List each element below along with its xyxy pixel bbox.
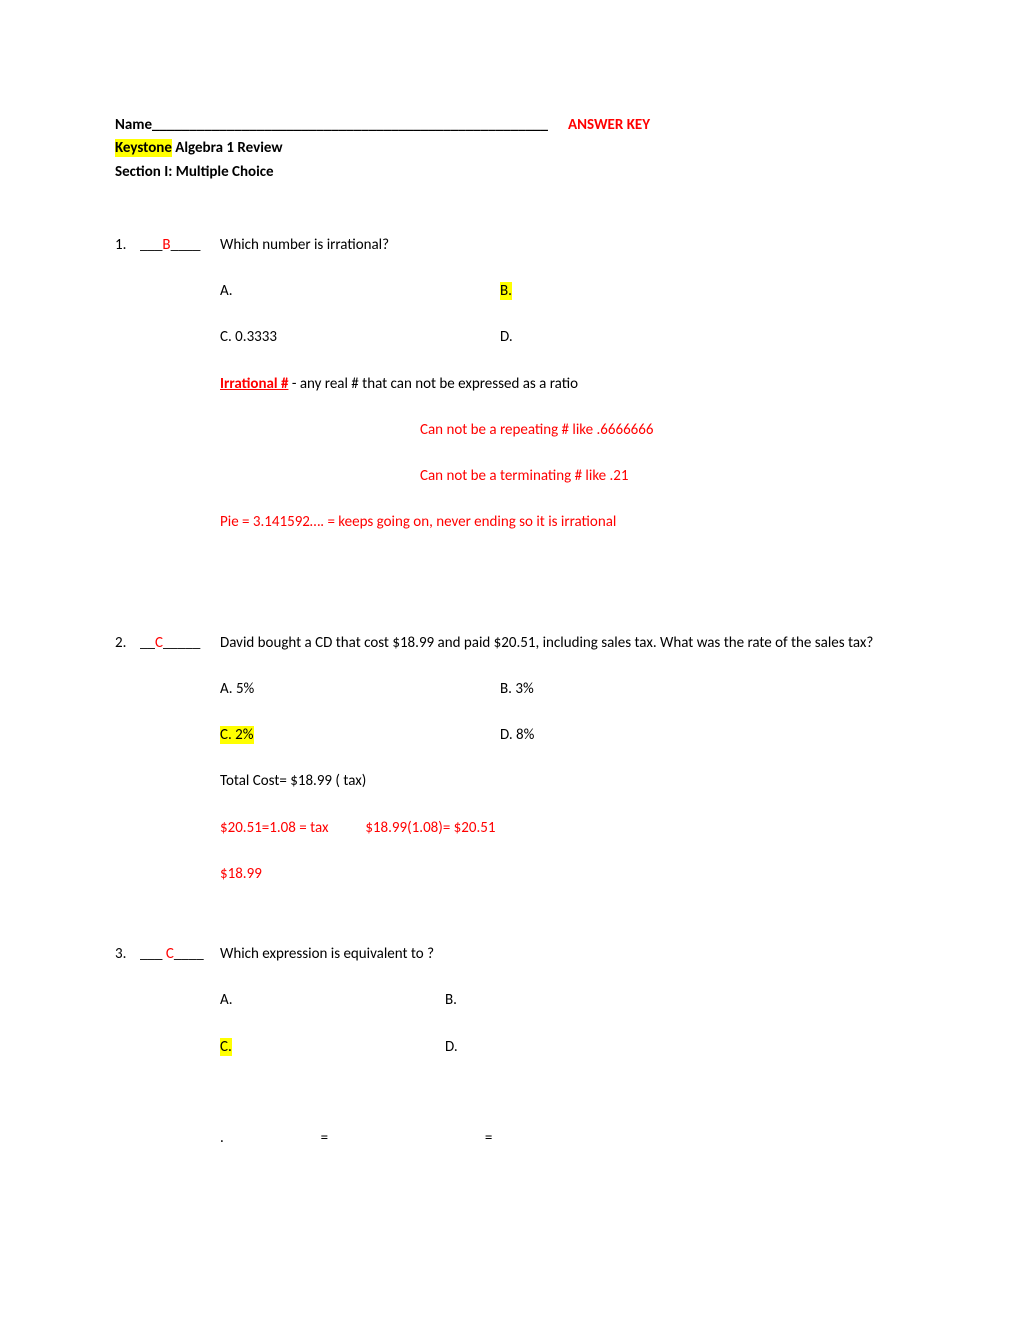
q1-body: Which number is irrational? A. B. C. 0.3… (220, 235, 910, 533)
q3-options-ab: A. B. (220, 990, 910, 1010)
q3-option-c: C. (220, 1037, 445, 1057)
spacer (548, 115, 568, 135)
q2-work3: $18.99 (220, 864, 910, 884)
q3-blank-pre: ___ (140, 945, 166, 963)
q3-option-b: B. (445, 990, 910, 1010)
q2-option-b: B. 3% (500, 679, 910, 699)
q1-num-text: 1. (115, 236, 126, 254)
q3-body: Which expression is equivalent to ? A. B… (220, 944, 910, 1148)
name-label: Name (115, 115, 152, 135)
q2-blank-post: _____ (163, 634, 200, 652)
q2-number: 2. __C_____ (115, 633, 220, 885)
q3-eq-dot: . (220, 1129, 224, 1147)
q1-note2: Can not be a terminating # like .21 (220, 466, 910, 486)
q1-option-c: C. 0.3333 (220, 327, 500, 347)
q3-number: 3. ___ C____ (115, 944, 220, 1148)
name-line: Name ___________________________________… (115, 115, 910, 135)
name-blank: ________________________________________… (152, 115, 548, 135)
q1-text: Which number is irrational? (220, 235, 910, 255)
course-line: Keystone Algebra 1 Review (115, 138, 910, 158)
q2-body: David bought a CD that cost $18.99 and p… (220, 633, 910, 885)
q3-option-d: D. (445, 1037, 910, 1057)
q1-irr-rest: - any real # that can not be expressed a… (288, 375, 578, 393)
q2-options-ab: A. 5% B. 3% (220, 679, 910, 699)
q2-text: David bought a CD that cost $18.99 and p… (220, 633, 910, 653)
answer-key-label: ANSWER KEY (568, 115, 650, 135)
q1-options-ab: A. B. (220, 281, 910, 301)
q2-option-d: D. 8% (500, 725, 910, 745)
question-3: 3. ___ C____ Which expression is equival… (115, 944, 910, 1148)
q1-option-a: A. (220, 281, 500, 301)
q2-answer: C (155, 634, 163, 652)
course-highlight: Keystone (115, 139, 172, 157)
q1-irrational-def: Irrational # - any real # that can not b… (220, 374, 910, 394)
q1-option-d: D. (500, 327, 910, 347)
q3-text: Which expression is equivalent to ? (220, 944, 910, 964)
q3-equation: . = = (220, 1128, 910, 1148)
q3-option-a: A. (220, 990, 445, 1010)
q3-blank-post: ____ (174, 945, 204, 963)
section-line: Section I: Multiple Choice (115, 162, 910, 182)
q1-options-cd: C. 0.3333 D. (220, 327, 910, 347)
q3-options-cd: C. D. (220, 1037, 910, 1057)
q2-num-text: 2. (115, 634, 126, 652)
q2-option-c: C. 2% (220, 725, 500, 745)
q3-eq-eq2: = (485, 1129, 492, 1147)
q1-option-b-text: B. (500, 282, 512, 300)
question-2: 2. __C_____ David bought a CD that cost … (115, 633, 910, 885)
q2-work2: $20.51=1.08 = tax $18.99(1.08)= $20.51 (220, 818, 910, 838)
q1-note1: Can not be a repeating # like .6666666 (220, 420, 910, 440)
q3-option-c-text: C. (220, 1038, 232, 1056)
q2-work2a: $20.51=1.08 = tax (220, 819, 329, 837)
course-rest: Algebra 1 Review (172, 139, 283, 157)
q1-blank-post: ____ (171, 236, 201, 254)
q1-option-b: B. (500, 281, 910, 301)
q2-options-cd: C. 2% D. 8% (220, 725, 910, 745)
q3-eq-eq1: = (321, 1129, 328, 1147)
q1-irr-label: Irrational # (220, 375, 288, 393)
q2-blank-pre: __ (140, 634, 155, 652)
question-1: 1. ___B____ Which number is irrational? … (115, 235, 910, 533)
q2-option-c-text: C. 2% (220, 726, 254, 744)
q1-note3: Pie = 3.141592…. = keeps going on, never… (220, 512, 910, 532)
q3-num-text: 3. (115, 945, 126, 963)
q2-work1: Total Cost= $18.99 ( tax) (220, 771, 910, 791)
q2-option-a: A. 5% (220, 679, 500, 699)
q2-work2b: $18.99(1.08)= $20.51 (365, 819, 495, 837)
q1-number: 1. ___B____ (115, 235, 220, 533)
q1-blank-pre: ___ (140, 236, 162, 254)
q1-answer: B (162, 236, 170, 254)
q3-answer: C (166, 945, 174, 963)
